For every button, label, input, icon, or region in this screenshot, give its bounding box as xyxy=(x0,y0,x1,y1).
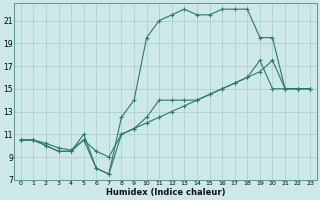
X-axis label: Humidex (Indice chaleur): Humidex (Indice chaleur) xyxy=(106,188,225,197)
